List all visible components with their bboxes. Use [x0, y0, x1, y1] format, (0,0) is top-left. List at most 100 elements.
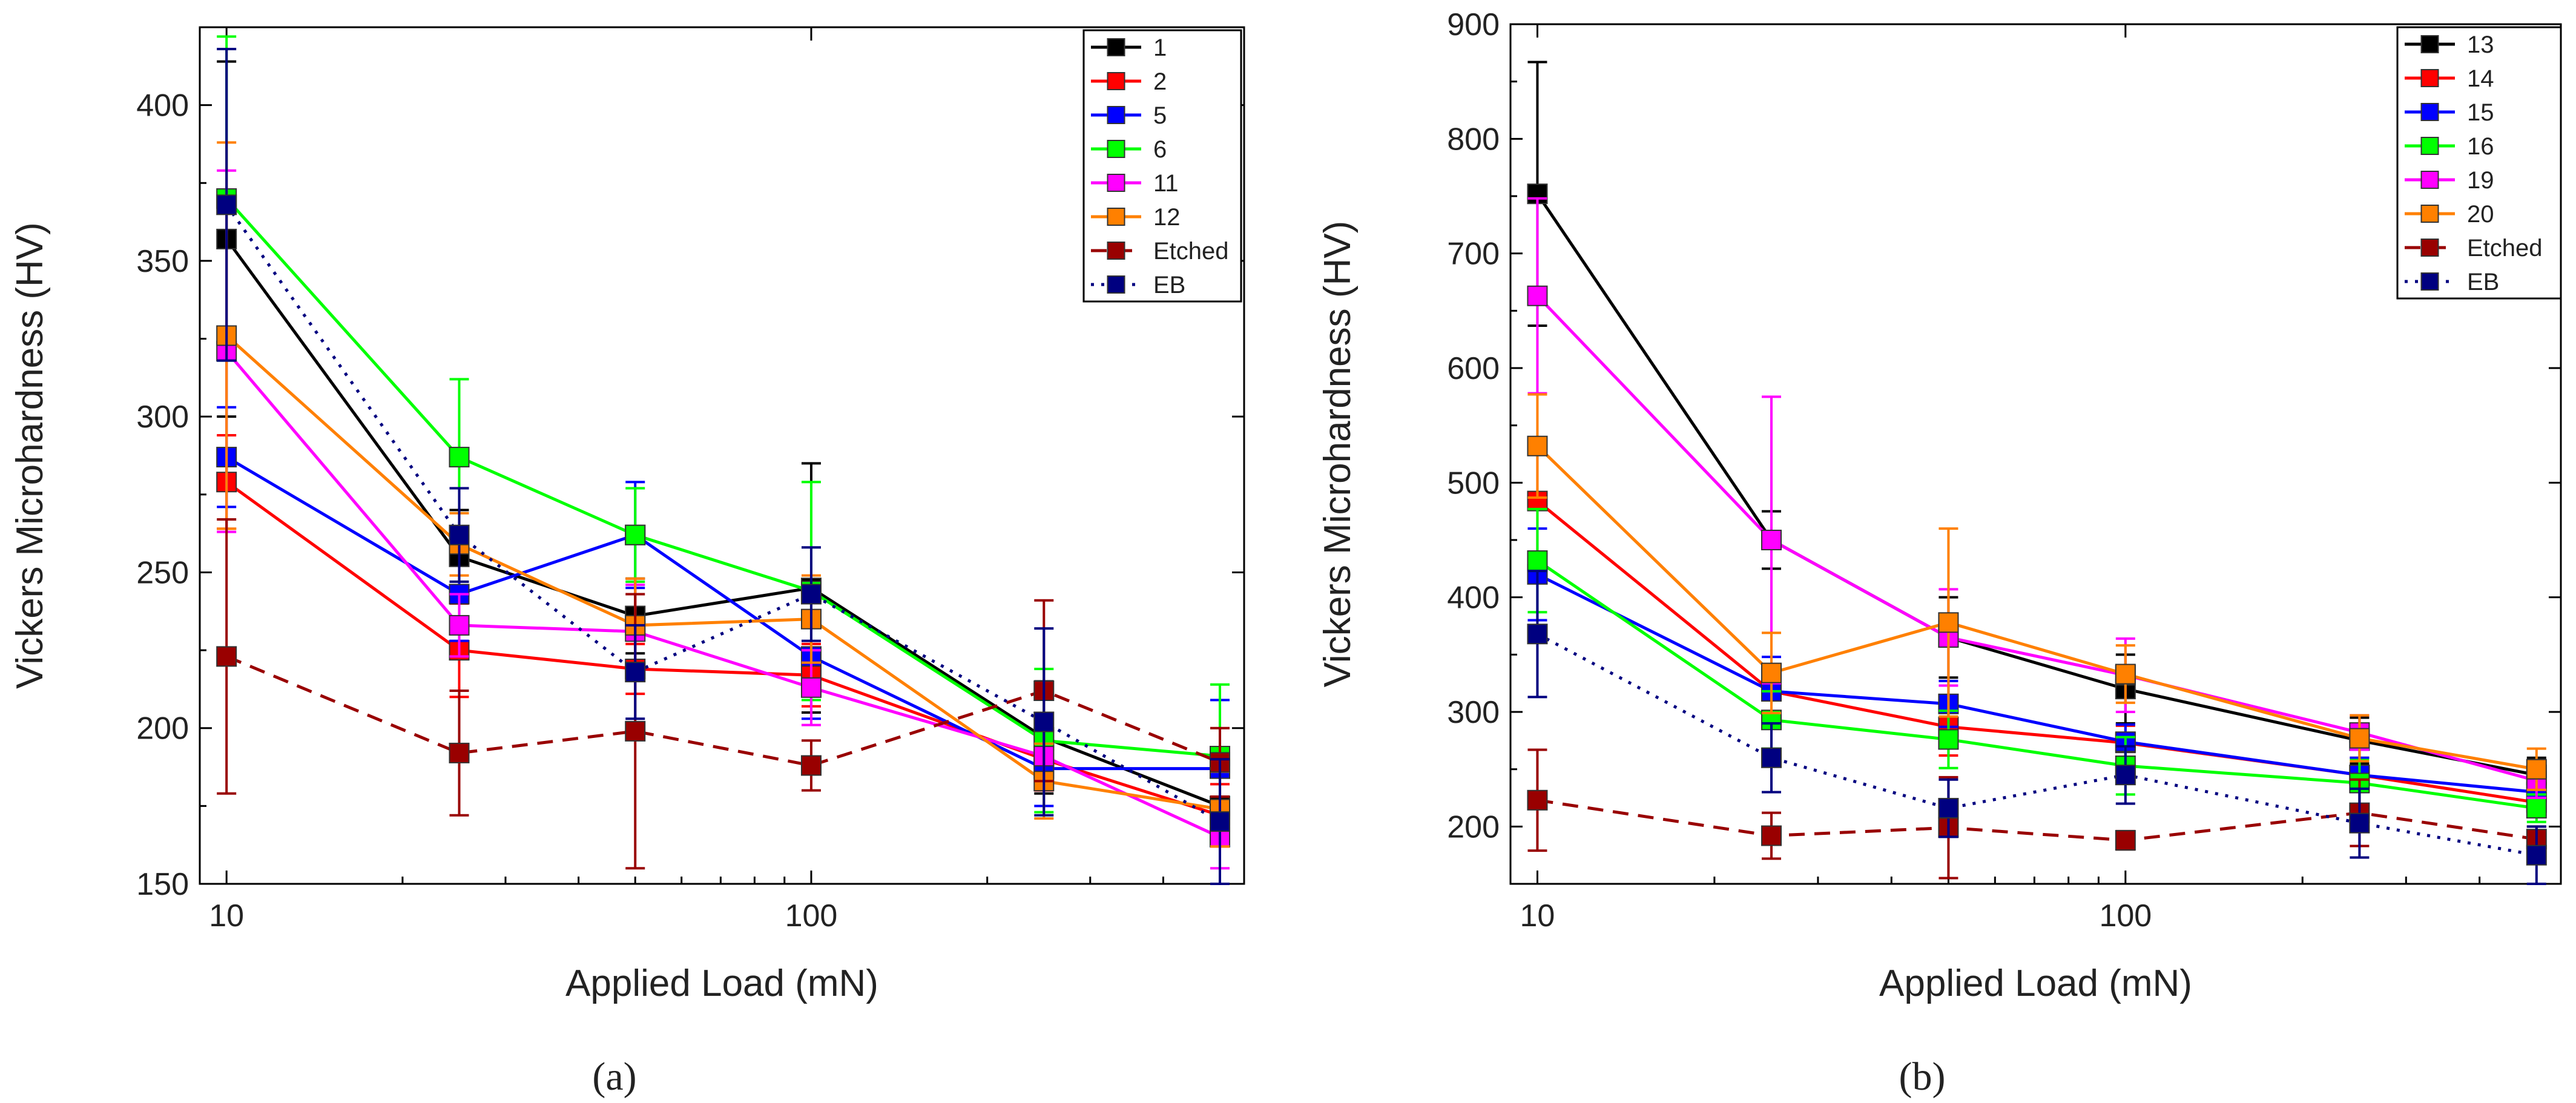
data-point	[1527, 624, 1548, 645]
legend-marker	[2420, 35, 2439, 53]
series-line	[225, 203, 1221, 823]
y-tick-label: 150	[136, 867, 189, 902]
data-point	[449, 614, 470, 636]
series-line	[225, 350, 1221, 839]
data-point	[216, 194, 237, 216]
series-eb	[216, 48, 1231, 885]
y-tick-label: 250	[136, 555, 189, 590]
series-line	[1536, 499, 2537, 805]
legend-label: 5	[1153, 102, 1167, 129]
legend-marker	[2420, 137, 2439, 155]
legend-marker	[1107, 38, 1125, 56]
data-point	[2349, 728, 2370, 749]
data-point	[1761, 825, 1782, 846]
legend-label: 15	[2467, 99, 2494, 126]
data-point	[216, 646, 237, 667]
series-line	[1537, 573, 2537, 794]
data-point	[1527, 789, 1548, 811]
x-axis-label: Applied Load (mN)	[565, 963, 878, 1004]
y-tick-label: 200	[136, 711, 189, 746]
data-point	[2526, 759, 2547, 780]
data-point	[1527, 285, 1548, 306]
series-20	[1527, 393, 2547, 791]
legend-marker	[1107, 72, 1125, 90]
y-tick-label: 700	[1447, 237, 1500, 272]
data-point	[1761, 530, 1782, 550]
legend-marker	[2420, 103, 2439, 121]
chart-panel-a: 150 200 250 300 350 400 10 100 Applied Load (mN)…	[9, 26, 1245, 1099]
legend-label: 20	[2467, 201, 2494, 228]
data-point	[2115, 663, 2136, 685]
legend-marker	[2420, 239, 2439, 257]
series-line	[1537, 559, 2537, 810]
legend-marker	[2420, 69, 2439, 87]
legend-marker	[2420, 171, 2439, 189]
data-point	[625, 524, 646, 545]
legend-marker	[1107, 140, 1125, 158]
y-axis-label: Vickers Microhardness (HV)	[1317, 221, 1359, 688]
series-line	[1536, 444, 2537, 771]
data-point	[2349, 812, 2370, 834]
y-tick-label: 300	[136, 400, 189, 435]
data-point	[625, 662, 646, 683]
x-tick-label: 10	[209, 898, 244, 933]
data-point	[2115, 765, 2136, 786]
legend-label: 6	[1153, 136, 1167, 163]
legend-label: 12	[1153, 204, 1181, 231]
x-tick-label: 10	[1520, 898, 1555, 933]
y-tick-label: 400	[1447, 581, 1500, 616]
data-point	[449, 524, 470, 545]
legend-label: Etched	[2467, 235, 2543, 262]
x-tick-label: 100	[2099, 898, 2152, 933]
data-point	[800, 755, 822, 776]
data-point	[449, 447, 470, 468]
legend-label: 2	[1153, 68, 1167, 95]
legend-label: Etched	[1153, 238, 1229, 265]
legend-label: EB	[1153, 272, 1185, 298]
legend-marker	[1107, 242, 1125, 260]
x-axis-label: Applied Load (mN)	[1879, 963, 2192, 1004]
data-point	[1527, 550, 1548, 571]
legend-label: 1	[1153, 35, 1167, 61]
data-point	[2115, 830, 2136, 851]
y-tick-label: 600	[1447, 351, 1500, 386]
data-point	[800, 584, 822, 605]
legend-marker	[1107, 174, 1125, 192]
data-point	[800, 677, 822, 698]
y-tick-label: 200	[1447, 809, 1500, 845]
data-point	[1527, 435, 1548, 456]
y-axis-label: Vickers Microhardness (HV)	[9, 222, 51, 689]
legend: 13 14 15 16 19 20 Etched EB	[2396, 26, 2562, 300]
data-point	[1938, 798, 1959, 819]
y-tick-label: 400	[136, 88, 189, 123]
series-line	[1537, 633, 2537, 857]
legend-label: EB	[2467, 269, 2499, 295]
data-point	[2526, 845, 2547, 866]
legend-marker	[1107, 275, 1125, 294]
series-line	[1536, 193, 2537, 777]
y-tick-label: 300	[1447, 695, 1500, 730]
y-tick-label: 350	[136, 244, 189, 279]
data-point	[449, 742, 470, 763]
y-tick-label: 500	[1447, 466, 1500, 501]
series-line	[225, 197, 1220, 758]
legend-marker	[1107, 208, 1125, 226]
legend-label: 14	[2467, 65, 2494, 92]
y-tick-label: 800	[1447, 122, 1500, 157]
legend-label: 11	[1153, 170, 1179, 197]
data-point	[1761, 662, 1782, 683]
axes-frame	[1509, 23, 2562, 885]
legend-marker	[2420, 272, 2439, 291]
legend-label: 19	[2467, 167, 2494, 194]
legend-label: 13	[2467, 31, 2494, 58]
series-line	[226, 655, 1220, 768]
series-eb	[1527, 570, 2547, 885]
data-point	[1210, 811, 1231, 832]
series-line	[225, 334, 1220, 811]
data-point	[2526, 798, 2547, 819]
axes-frame	[199, 26, 1245, 885]
data-point	[1938, 729, 1959, 750]
data-point	[1938, 612, 1959, 633]
